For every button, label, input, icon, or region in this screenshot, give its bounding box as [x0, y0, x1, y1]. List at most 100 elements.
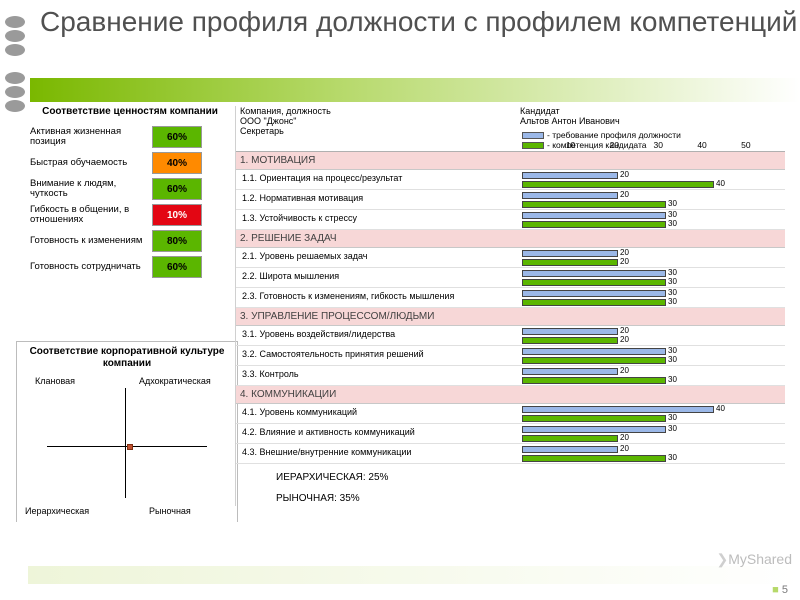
item-row: 2.2. Широта мышления3030 — [236, 268, 785, 288]
profile-body: 1. МОТИВАЦИЯ1.1. Ориентация на процесс/р… — [236, 152, 785, 464]
bar-cand-label: 30 — [668, 277, 677, 286]
bar-req-label: 20 — [620, 326, 629, 335]
value-chip: 10% — [152, 204, 202, 226]
item-label: 3.1. Уровень воздействия/лидерства — [242, 329, 512, 339]
content: Соответствие ценностям компании Активная… — [30, 106, 782, 580]
bars: 2030 — [522, 367, 783, 385]
item-label: 4.3. Внешние/внутренние коммуникации — [242, 447, 512, 457]
item-label: 3.3. Контроль — [242, 369, 512, 379]
bar-cand-label: 20 — [620, 257, 629, 266]
item-label: 1.3. Устойчивость к стрессу — [242, 213, 512, 223]
item-label: 3.2. Самостоятельность принятия решений — [242, 349, 512, 359]
bars: 3030 — [522, 211, 783, 229]
bar-cand — [522, 415, 666, 422]
bar-req — [522, 368, 618, 375]
bars: 2020 — [522, 327, 783, 345]
section-header: 1. МОТИВАЦИЯ — [236, 152, 785, 170]
page-number: ■ 5 — [772, 584, 788, 596]
bars: 4030 — [522, 405, 783, 423]
item-label: 1.2. Нормативная мотивация — [242, 193, 512, 203]
hierarchical-row: ИЕРАРХИЧЕСКАЯ: 25% — [236, 464, 785, 485]
scale-row: 01020304050 — [236, 138, 785, 152]
bar-req-label: 30 — [668, 210, 677, 219]
profile-header: Компания, должность Кандидат ООО "Джонс"… — [236, 106, 785, 138]
legend: - требование профиля должности - компете… — [522, 130, 681, 150]
page-title: Сравнение профиля должности с профилем к… — [40, 6, 797, 38]
section-header: 2. РЕШЕНИЕ ЗАДАЧ — [236, 230, 785, 248]
bar-req-label: 20 — [620, 248, 629, 257]
bar-req-label: 20 — [620, 190, 629, 199]
culture-chart: Клановая Адхократическая Иерархическая Р… — [17, 376, 237, 522]
bar-req — [522, 172, 618, 179]
bar-cand-label: 30 — [668, 453, 677, 462]
bar-req-label: 20 — [620, 366, 629, 375]
bar-cand — [522, 259, 618, 266]
position-value: Секретарь — [240, 126, 520, 136]
bar-req — [522, 250, 618, 257]
value-chip: 80% — [152, 230, 202, 252]
company-value: ООО "Джонс" — [240, 116, 520, 126]
culture-block: Соответствие корпоративной культуре комп… — [16, 341, 238, 522]
legend-cand: - компетенция кандидата — [547, 140, 647, 150]
culture-title: Соответствие корпоративной культуре комп… — [17, 346, 237, 370]
bars: 3030 — [522, 289, 783, 307]
bar-req — [522, 328, 618, 335]
item-row: 3.2. Самостоятельность принятия решений 3… — [236, 346, 785, 366]
bars: 3030 — [522, 269, 783, 287]
values-title: Соответствие ценностям компании — [30, 106, 230, 117]
value-chip: 60% — [152, 178, 202, 200]
item-label: 2.1. Уровень решаемых задач — [242, 251, 512, 261]
bars: 2030 — [522, 445, 783, 463]
watermark: ❯MyShared — [716, 551, 792, 568]
bar-req — [522, 446, 618, 453]
scale-tick: 50 — [741, 140, 785, 150]
value-label: Активная жизненная позиция — [30, 127, 152, 148]
bar-req-label: 30 — [668, 268, 677, 277]
bar-cand — [522, 201, 666, 208]
item-row: 2.1. Уровень решаемых задач 2020 — [236, 248, 785, 268]
footer-band — [28, 566, 800, 584]
bar-req — [522, 270, 666, 277]
header-band — [30, 78, 800, 102]
bar-req — [522, 406, 714, 413]
scale-tick: 40 — [697, 140, 741, 150]
item-label: 4.2. Влияние и активность коммуникаций — [242, 427, 512, 437]
bars: 2030 — [522, 191, 783, 209]
bar-cand-label: 30 — [668, 355, 677, 364]
bar-cand-label: 30 — [668, 413, 677, 422]
bar-cand-label: 30 — [668, 219, 677, 228]
value-row: Внимание к людям, чуткость60% — [30, 177, 230, 201]
value-label: Готовность сотрудничать — [30, 262, 152, 272]
value-chip: 60% — [152, 126, 202, 148]
bar-cand — [522, 279, 666, 286]
swatch-req — [522, 132, 544, 139]
value-row: Готовность к изменениям80% — [30, 229, 230, 253]
bars: 2020 — [522, 249, 783, 267]
bar-cand — [522, 299, 666, 306]
values-block: Соответствие ценностям компании Активная… — [30, 106, 230, 281]
bar-req-label: 30 — [668, 288, 677, 297]
bar-cand-label: 30 — [668, 375, 677, 384]
item-row: 3.1. Уровень воздействия/лидерства 2020 — [236, 326, 785, 346]
value-chip: 60% — [152, 256, 202, 278]
bar-cand — [522, 181, 714, 188]
section-header: 4. КОММУНИКАЦИИ — [236, 386, 785, 404]
quadrant-tl: Клановая — [35, 376, 75, 386]
value-row: Гибкость в общении, в отношениях10% — [30, 203, 230, 227]
value-row: Быстрая обучаемость40% — [30, 151, 230, 175]
bars: 2040 — [522, 171, 783, 189]
bar-cand — [522, 435, 618, 442]
profile-chart: Компания, должность Кандидат ООО "Джонс"… — [235, 106, 785, 506]
value-chip: 40% — [152, 152, 202, 174]
candidate-label: Кандидат — [520, 106, 560, 116]
bar-req — [522, 192, 618, 199]
bar-req — [522, 348, 666, 355]
item-row: 1.1. Ориентация на процесс/результат2040 — [236, 170, 785, 190]
bar-cand — [522, 221, 666, 228]
axis-v — [125, 388, 126, 498]
deco-circles — [0, 14, 30, 114]
market-row: РЫНОЧНАЯ: 35% — [236, 485, 785, 506]
bar-req-label: 20 — [620, 444, 629, 453]
value-label: Внимание к людям, чуткость — [30, 179, 152, 200]
item-row: 4.3. Внешние/внутренние коммуникации2030 — [236, 444, 785, 464]
